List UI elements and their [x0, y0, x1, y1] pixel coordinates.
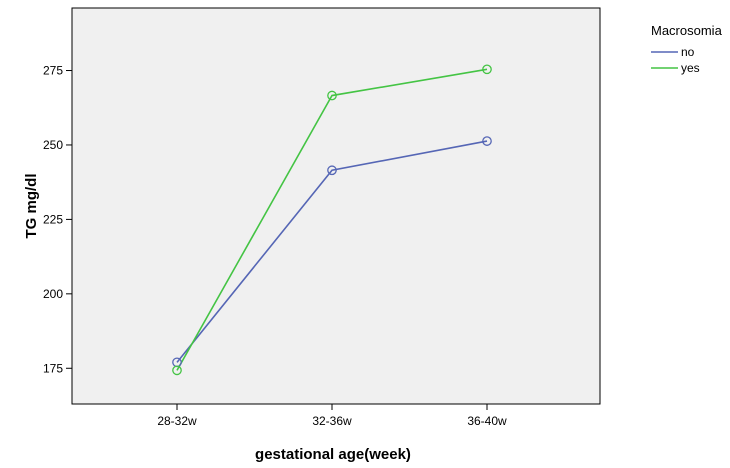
x-axis: 28-32w 32-36w 36-40w [157, 404, 507, 428]
y-tick-label: 200 [43, 287, 63, 301]
x-axis-title: gestational age(week) [255, 446, 411, 463]
series-lines [176, 68, 488, 371]
data-point-yes [482, 64, 492, 75]
legend-label-yes: yes [681, 61, 700, 75]
legend-label-no: no [681, 45, 695, 59]
x-tick-label: 32-36w [312, 414, 352, 428]
x-tick-label: 36-40w [467, 414, 507, 428]
data-point-no [327, 165, 337, 176]
y-axis: 175 200 225 250 275 [43, 64, 72, 375]
legend: Macrosomia no yes [651, 23, 723, 75]
y-tick-label: 250 [43, 138, 63, 152]
series-line-no [176, 140, 488, 363]
series-points [172, 64, 492, 376]
data-point-yes [172, 365, 182, 376]
plot-area [71, 7, 601, 405]
legend-title: Macrosomia [651, 23, 723, 38]
y-tick-label: 225 [43, 212, 63, 226]
x-tick-label: 28-32w [157, 414, 197, 428]
y-tick-label: 275 [43, 64, 63, 78]
series-line-yes [176, 68, 488, 371]
data-point-yes [327, 90, 337, 101]
y-tick-label: 175 [43, 361, 63, 375]
data-point-no [482, 136, 492, 146]
y-axis-title: TG mg/dl [23, 174, 40, 239]
